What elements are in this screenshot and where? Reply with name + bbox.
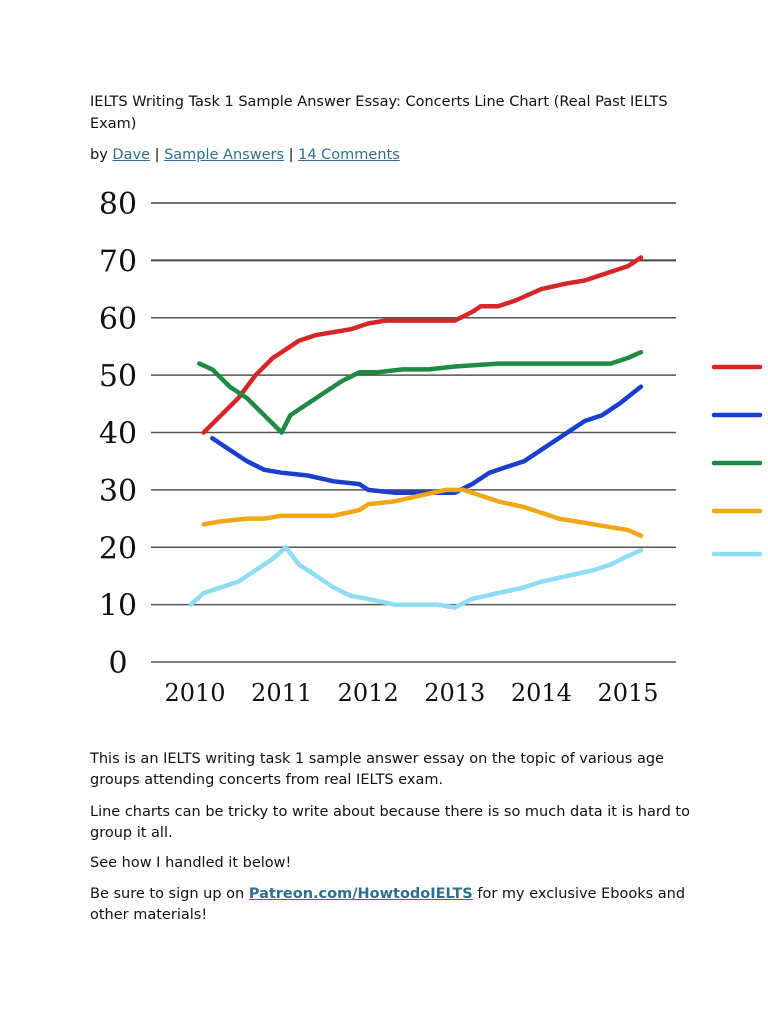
y-tick-label-20: 20: [99, 531, 137, 566]
series-line-4: [201, 487, 644, 539]
author-link[interactable]: Dave: [112, 147, 150, 163]
series-line-5: [188, 545, 644, 610]
x-tick-label-2014: 2014: [511, 679, 572, 707]
page-title: IELTS Writing Task 1 Sample Answer Essay…: [90, 94, 668, 132]
comments-link[interactable]: 14 Comments: [298, 147, 400, 163]
chart-x-tick-labels: 2010 2011 2012 2013 2014 2015: [164, 679, 658, 707]
chart-y-tick-labels: 0 10 20 30 40 50 60 70 80: [99, 187, 137, 681]
series-line-1: [201, 255, 644, 435]
note-paragraph: Line charts can be tricky to write about…: [90, 804, 690, 841]
y-tick-label-30: 30: [99, 474, 137, 509]
x-tick-label-2010: 2010: [164, 679, 225, 707]
x-tick-label-2011: 2011: [251, 679, 312, 707]
y-tick-label-0: 0: [108, 646, 127, 681]
x-tick-label-2013: 2013: [424, 679, 485, 707]
y-tick-label-50: 50: [99, 359, 137, 394]
chart-legend: [711, 364, 763, 557]
y-tick-label-80: 80: [99, 187, 137, 222]
patreon-link[interactable]: Patreon.com/HowtodoIELTS: [248, 886, 473, 902]
y-tick-label-40: 40: [99, 417, 137, 452]
patreon-suffix: for my exclusive Ebooks and other materi…: [90, 886, 686, 923]
byline-by: by: [90, 147, 108, 163]
chart-gridlines: [151, 202, 676, 663]
byline-separator: |: [154, 147, 160, 163]
byline-separator: |: [288, 147, 294, 163]
intro-paragraph: This is an IELTS writing task 1 sample a…: [90, 751, 664, 788]
series-line-2: [210, 384, 644, 495]
patreon-prefix: Be sure to sign up on: [90, 886, 249, 902]
byline: by Dave | Sample Answers | 14 Comments: [90, 144, 400, 166]
see-below-paragraph: See how I handled it below!: [90, 855, 292, 871]
y-tick-label-70: 70: [99, 244, 137, 279]
x-tick-label-2015: 2015: [597, 679, 658, 707]
category-link[interactable]: Sample Answers: [164, 147, 285, 163]
y-tick-label-10: 10: [99, 589, 137, 624]
patreon-paragraph: Be sure to sign up on Patreon.com/Howtod…: [90, 884, 690, 925]
y-tick-label-60: 60: [99, 302, 137, 337]
series-line-3: [197, 349, 644, 435]
x-tick-label-2012: 2012: [338, 679, 399, 707]
chart-series: [188, 255, 644, 610]
